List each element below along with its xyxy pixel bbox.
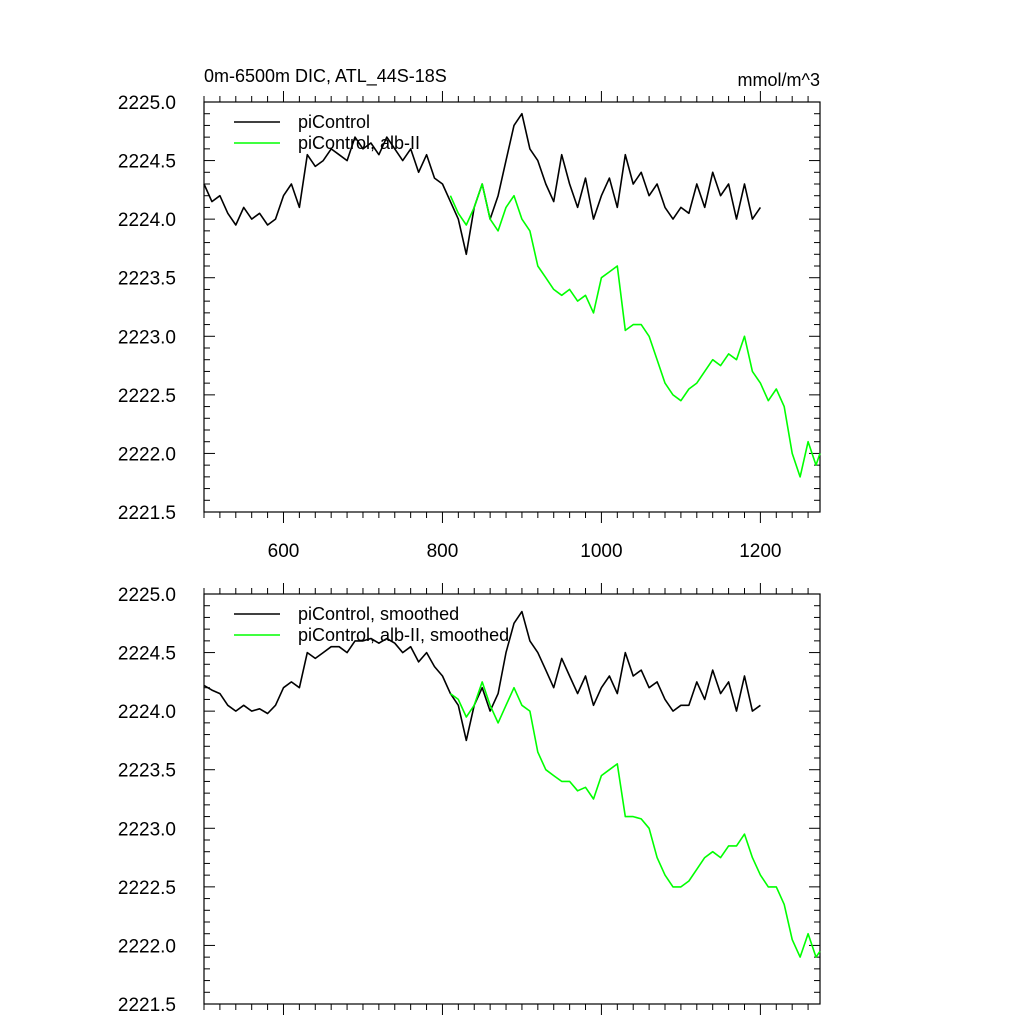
y-tick-label: 2224.5: [118, 152, 176, 173]
figure-units: mmol/m^3: [738, 70, 820, 90]
series-line-picontrol-alb-ii: [449, 681, 821, 958]
bottom-panel: 2221.5 2222.0 2222.5 2223.0 2223.5 2224.0 2224…: [118, 583, 821, 1016]
y-tick-label: 2223.0: [118, 327, 176, 348]
y-tick-label: 2222.5: [118, 878, 176, 899]
x-tick-label: 1000: [580, 541, 622, 562]
y-tick-label: 2224.0: [118, 210, 176, 231]
y-tick-label: 2223.5: [118, 269, 176, 290]
figure-title: 0m-6500m DIC, ATL_44S-18S: [204, 66, 447, 87]
y-tick-label: 2223.5: [118, 761, 176, 782]
legend-label: piControl, alb-II: [298, 133, 420, 153]
y-tick-label: 2225.0: [118, 585, 176, 606]
plot-frame: [203, 101, 821, 513]
legend-label: piControl, alb-II, smoothed: [298, 625, 509, 645]
x-tick-label: 600: [268, 541, 300, 562]
y-tick-label: 2221.5: [118, 995, 176, 1016]
series-line-picontrol: [203, 610, 761, 742]
y-tick-label: 2224.0: [118, 702, 176, 723]
y-tick-label: 2224.5: [118, 644, 176, 665]
y-tick-label: 2223.0: [118, 819, 176, 840]
legend-label: piControl, smoothed: [298, 604, 459, 624]
x-tick-label: 800: [427, 541, 459, 562]
x-tick-label: 1200: [739, 541, 781, 562]
y-tick-label: 2222.5: [118, 386, 176, 407]
y-tick-label: 2225.0: [118, 93, 176, 114]
plot-frame: [203, 593, 821, 1005]
series-line-picontrol-alb-ii: [449, 183, 821, 478]
y-tick-label: 2222.0: [118, 444, 176, 465]
y-tick-label: 2222.0: [118, 936, 176, 957]
y-tick-label: 2221.5: [118, 503, 176, 524]
top-panel: 2221.5 2222.0 2222.5 2223.0 2223.5 2224.0 2224…: [118, 91, 821, 562]
legend-label: piControl: [298, 112, 370, 132]
